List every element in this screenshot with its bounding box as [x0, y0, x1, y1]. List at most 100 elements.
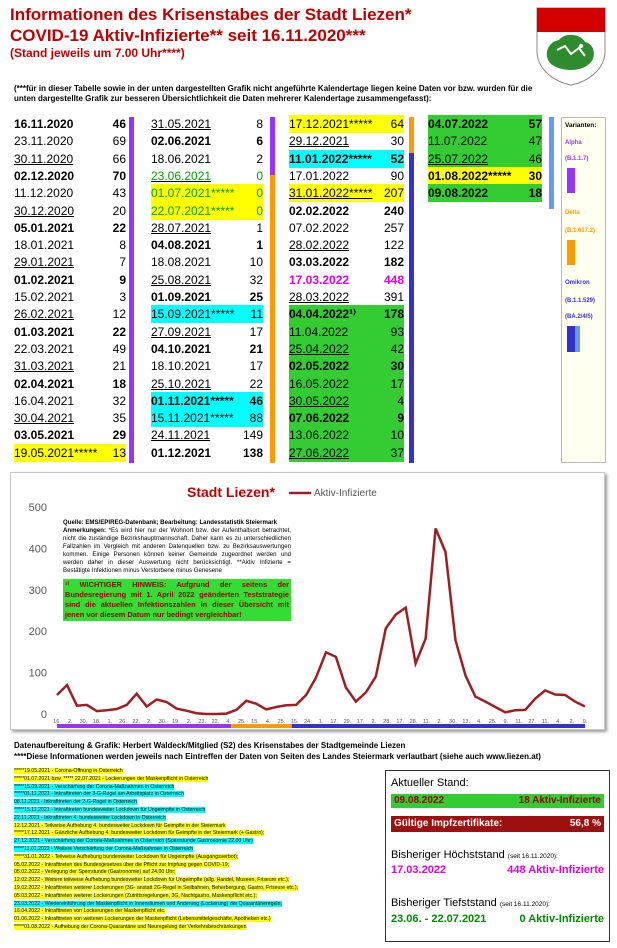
x-tick-label: 15. [291, 719, 299, 725]
row-value: 122 [383, 238, 404, 253]
max-label: Bisheriger Höchststand [391, 849, 505, 861]
x-tick-label: 4. [477, 719, 482, 725]
row-value: 69 [112, 134, 126, 149]
row-value: 18 [528, 186, 542, 201]
row-date: 25.04.2022 [289, 341, 350, 356]
x-tick-label: 27. [528, 719, 536, 725]
row-date: 01.03.2021 [14, 324, 75, 339]
legend-label: Aktiv-Infizierte [314, 488, 377, 499]
row-date: 29.12.2021 [289, 134, 350, 149]
measure-text: *****15.09.2021 - Verschärfung der Coron… [14, 783, 175, 790]
x-tick-label: 24. [304, 719, 312, 725]
table-row: 16.05.2022 17 [289, 374, 404, 393]
measure-text: *****11.01.2022 - Weitere Verschärfung d… [14, 845, 194, 852]
table-row: 18.10.2021 17 [151, 357, 263, 375]
measure-item: 05.03.2022 - Inkrafttreten weiterer Lock… [14, 892, 374, 901]
table-row: 01.11.2021***** 46 [151, 391, 263, 410]
row-date: 28.07.2021 [151, 220, 212, 235]
row-date: 25.07.2022 [428, 151, 489, 166]
row-date: 02.02.2022 [289, 203, 350, 218]
table-row: 28.02.2022 122 [289, 236, 404, 254]
table-row: 18.06.2021 2 [151, 150, 263, 168]
measure-text: 12.12.2021 - Teilweise Aufhebung 4. bund… [14, 822, 226, 829]
variant-alpha-code: (B.1.1.7) [565, 156, 589, 162]
measure-item: *****01.08.2022 - Aufhebung der Corona-Q… [14, 923, 374, 932]
max-status-label: Bisheriger Höchststand (seit 16.11.2020)… [391, 849, 558, 861]
row-value: 35 [112, 411, 126, 426]
row-date: 22.07.2021***** [151, 203, 235, 218]
measure-text: 27.12.2021 - Verschärfung der Corona-Maß… [14, 838, 253, 845]
row-value: 49 [112, 341, 126, 356]
max-value: 448 Aktiv-Infizierte [507, 864, 604, 876]
row-value: 1 [256, 220, 263, 235]
x-tick-label: 16. [53, 719, 61, 725]
row-value: 88 [249, 411, 263, 426]
x-tick-label: 25. [278, 719, 286, 725]
x-tick-label: 30. [159, 719, 167, 725]
x-tick-label: 30. [449, 719, 457, 725]
row-date: 11.04.2022 [289, 324, 349, 339]
certificate-value: 56,8 % [569, 818, 601, 829]
credit-line: Datenaufbereitung & Grafik: Herbert Wald… [14, 741, 406, 750]
row-value: 32 [112, 393, 126, 408]
x-tick-label: 25. [489, 719, 497, 725]
table-row: 07.06.2022 9 [289, 409, 404, 428]
row-value: 178 [383, 307, 404, 322]
variant-omikron-swatch [567, 326, 575, 352]
measure-item: *****01.11.2021 - Inkrafttreten der 3-G-… [14, 791, 374, 799]
row-date: 31.05.2021 [151, 117, 212, 131]
table-row: 04.10.2021 21 [151, 340, 263, 358]
row-value: 12 [112, 307, 126, 322]
x-tick-label: 19. [172, 719, 180, 725]
table-row: 15.09.2021***** 11 [151, 305, 263, 324]
page-header: Informationen des Krisenstabes der Stadt… [10, 4, 530, 61]
row-value: 25 [249, 290, 263, 304]
row-date: 30.04.2021 [14, 411, 75, 426]
series-aktiv-infizierte-line [56, 528, 586, 716]
y-tick-label: 500 [29, 502, 47, 514]
table-row: 31.05.2021 8 [151, 115, 263, 133]
table-row: 19.05.2021***** 13 [14, 443, 126, 462]
measure-item: 08.11.2021 - Inkrafttreten der 2-G-Regel… [14, 799, 374, 807]
row-date: 03.05.2021 [14, 428, 75, 443]
table-row: 23.06.2021 0 [151, 167, 263, 185]
current-value: 18 Aktiv-Infizierte [518, 795, 601, 806]
chart-period-bars [57, 724, 585, 728]
x-tick-label: 4. [266, 719, 271, 725]
row-value: 0 [256, 186, 263, 201]
measure-text: 05.03.2022 - Inkrafttreten weiterer Lock… [14, 892, 257, 899]
row-value: 30 [390, 359, 404, 374]
current-status-label: Aktueller Stand: [391, 777, 469, 789]
row-date: 04.08.2021 [151, 238, 212, 253]
chart-remarks: Anmerkungen: *Es wird hier nur der Wohno… [63, 527, 291, 575]
row-date: 11.12.2020 [14, 186, 74, 201]
max-date: 17.03.2022 [391, 864, 447, 876]
row-value: 18 [112, 376, 126, 391]
row-date: 05.01.2021 [14, 220, 75, 235]
table-row: 11.12.2020 43 [14, 184, 126, 202]
x-tick-label: 9. [504, 719, 509, 725]
header-status-time: (Stand jeweils um 7.00 Uhr****) [10, 46, 185, 60]
row-value: 1 [256, 238, 263, 253]
table-row: 25.04.2022 42 [289, 339, 404, 358]
table-row: 02.04.2021 18 [14, 375, 126, 393]
row-date: 07.06.2022 [289, 411, 350, 426]
variant-alpha-label: Alpha [565, 140, 582, 146]
row-date: 09.08.2022 [428, 186, 489, 201]
measure-text: 23.03.2022 - Wiedereinführung der Masken… [14, 900, 282, 907]
row-date: 01.11.2021***** [151, 393, 234, 408]
table-row: 29.01.2021 7 [14, 253, 126, 271]
row-date: 02.05.2022 [289, 359, 350, 374]
measure-item: 22.11.2021 - Inkrafttreten 4. bundesweit… [14, 814, 374, 823]
current-status-row: 09.08.2022 18 Aktiv-Infizierte [391, 794, 604, 808]
row-date: 18.08.2021 [151, 255, 212, 270]
table-row: 31.01.2022***** 207 [289, 184, 404, 203]
row-date: 30.05.2022 [289, 393, 350, 408]
row-value: 22 [249, 376, 263, 391]
row-value: 8 [256, 117, 263, 131]
row-value: 64 [390, 117, 404, 131]
chart-title: Stadt Liezen* [187, 484, 275, 500]
measure-text: 08.11.2021 - Inkrafttreten der 2-G-Regel… [14, 799, 138, 806]
variant-delta-code: (B.1.617.2) [565, 228, 596, 234]
table-row: 09.08.2022 18 [428, 184, 542, 203]
